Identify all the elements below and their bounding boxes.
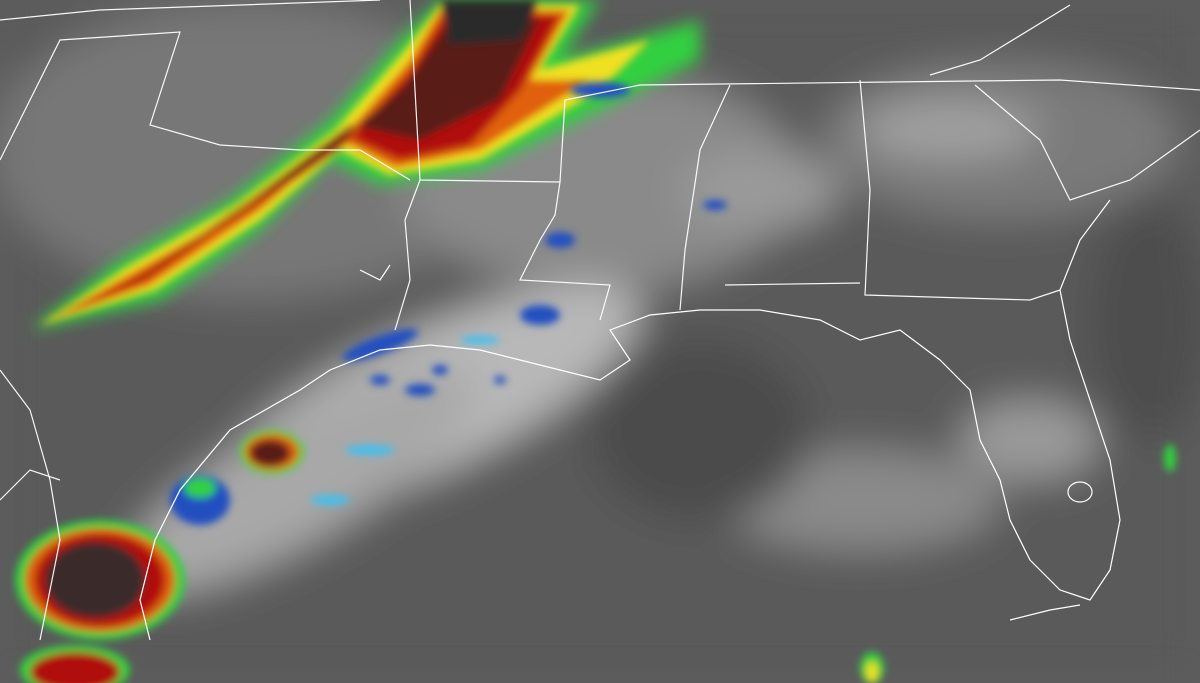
state-boundaries (0, 0, 1200, 641)
convection-cells-gulf (310, 305, 560, 505)
storm-cluster-texas-coast (15, 430, 1176, 683)
coastline (139, 199, 1121, 641)
storm-band-northwest (30, 0, 727, 330)
